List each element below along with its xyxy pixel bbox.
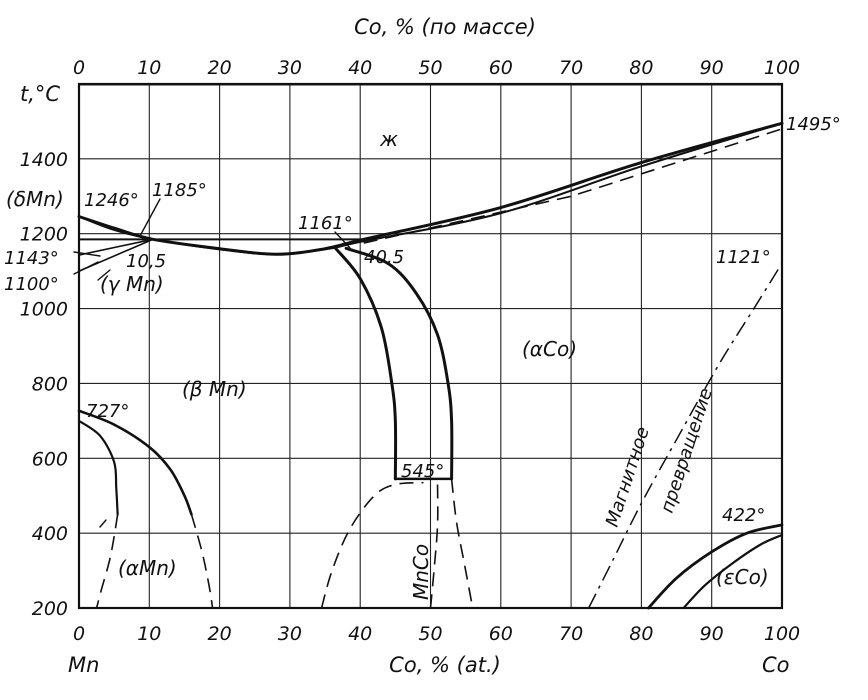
x-bottom-tick-label: 70 bbox=[559, 623, 583, 645]
annotation-422: 422° bbox=[722, 505, 765, 526]
mnco-right-dashed bbox=[450, 478, 474, 609]
y-tick-label: 1200 bbox=[20, 224, 68, 246]
top-tick-labels: 0 10 20 30 40 50 60 70 80 90 100 bbox=[73, 57, 800, 79]
left-element-label: Mn bbox=[68, 653, 99, 677]
x-top-tick-label: 50 bbox=[418, 57, 442, 79]
magnetic-label-line1: Магнитное bbox=[602, 424, 654, 529]
x-top-tick-label: 70 bbox=[559, 57, 583, 79]
annotation-leaders bbox=[73, 198, 351, 528]
alpha-mn-solvus bbox=[77, 409, 193, 516]
x-top-tick-label: 40 bbox=[348, 57, 372, 79]
y-tick-label: 1000 bbox=[20, 299, 68, 321]
y-tick-label: 200 bbox=[32, 598, 68, 620]
x-top-tick-label: 90 bbox=[700, 57, 724, 79]
x-bottom-tick-label: 40 bbox=[348, 623, 372, 645]
magnetic-label-line2: превращение bbox=[657, 386, 717, 516]
right-element-label: Co bbox=[762, 653, 790, 677]
x-bottom-tick-label: 90 bbox=[700, 623, 724, 645]
annotation-1121: 1121° bbox=[716, 247, 771, 268]
annotation-40-5: 40,5 bbox=[364, 247, 404, 268]
x-bottom-tick-label: 20 bbox=[208, 623, 232, 645]
x-bottom-tick-label: 0 bbox=[73, 623, 85, 645]
top-axis-title: Co, % (по массе) bbox=[354, 15, 536, 39]
y-tick-labels: 200 400 600 800 1000 1200 1400 bbox=[20, 149, 68, 620]
annotation-727: 727° bbox=[86, 401, 129, 422]
annotation-1185: 1185° bbox=[152, 180, 207, 201]
annotation-545: 545° bbox=[401, 461, 444, 482]
x-top-tick-label: 10 bbox=[137, 57, 161, 79]
mnco-left-dashed bbox=[320, 481, 424, 609]
epsilon-co-inner-boundary bbox=[682, 533, 784, 610]
y-tick-label: 600 bbox=[32, 448, 68, 470]
annotation-10-5: 10,5 bbox=[126, 251, 166, 272]
y-tick-label: 1400 bbox=[20, 149, 68, 171]
bottom-tick-labels: 0 10 20 30 40 50 60 70 80 90 100 bbox=[73, 623, 800, 645]
phase-curves bbox=[77, 121, 784, 610]
x-top-tick-label: 30 bbox=[278, 57, 302, 79]
annotation-1143: 1143° bbox=[4, 248, 59, 269]
x-bottom-tick-label: 100 bbox=[764, 623, 800, 645]
phase-label-beta-mn: (β Mn) bbox=[182, 377, 247, 401]
grid-lines bbox=[79, 84, 782, 608]
x-top-tick-label: 100 bbox=[764, 57, 800, 79]
x-bottom-tick-label: 30 bbox=[278, 623, 302, 645]
bottom-axis-title: Co, % (at.) bbox=[389, 653, 501, 677]
x-bottom-tick-label: 60 bbox=[489, 623, 513, 645]
phase-label-liquid: ж bbox=[379, 127, 398, 151]
y-tick-label: 800 bbox=[32, 373, 68, 395]
solidus-dashed-line bbox=[363, 128, 783, 244]
phase-label-alpha-mn: (αMn) bbox=[118, 556, 177, 580]
annotation-1246: 1246° bbox=[84, 190, 139, 211]
alpha-co-boundary bbox=[344, 246, 454, 481]
x-top-tick-label: 0 bbox=[73, 57, 85, 79]
delta-gamma-boundary bbox=[78, 238, 154, 256]
phase-label-alpha-co: (αCo) bbox=[522, 337, 577, 361]
x-top-tick-label: 20 bbox=[208, 57, 232, 79]
x-top-tick-label: 60 bbox=[489, 57, 513, 79]
alpha-mn-inner-dashed bbox=[95, 514, 119, 609]
x-bottom-tick-label: 80 bbox=[629, 623, 653, 645]
annotation-1495: 1495° bbox=[786, 114, 841, 135]
magnetic-transformation-line bbox=[588, 262, 783, 609]
epsilon-co-boundary bbox=[647, 523, 784, 610]
phase-label-delta-mn: (δMn) bbox=[6, 187, 64, 211]
y-axis-title: t,°C bbox=[20, 82, 60, 106]
phase-label-epsilon-co: (εCo) bbox=[716, 565, 769, 589]
y-tick-label: 400 bbox=[32, 523, 68, 545]
annotation-1100: 1100° bbox=[4, 274, 59, 295]
alpha-mn-solvus-dashed bbox=[190, 514, 214, 609]
x-bottom-tick-label: 50 bbox=[418, 623, 442, 645]
x-bottom-tick-label: 10 bbox=[137, 623, 161, 645]
annotation-1161: 1161° bbox=[298, 213, 353, 234]
phase-label-mnco: MnCo bbox=[409, 544, 433, 600]
solidus-line bbox=[78, 122, 783, 256]
beta-mn-boundary bbox=[334, 246, 398, 481]
x-top-tick-label: 80 bbox=[629, 57, 653, 79]
alpha-mn-inner-boundary bbox=[77, 419, 119, 516]
phase-label-gamma-mn: (γ Mn) bbox=[100, 272, 164, 296]
